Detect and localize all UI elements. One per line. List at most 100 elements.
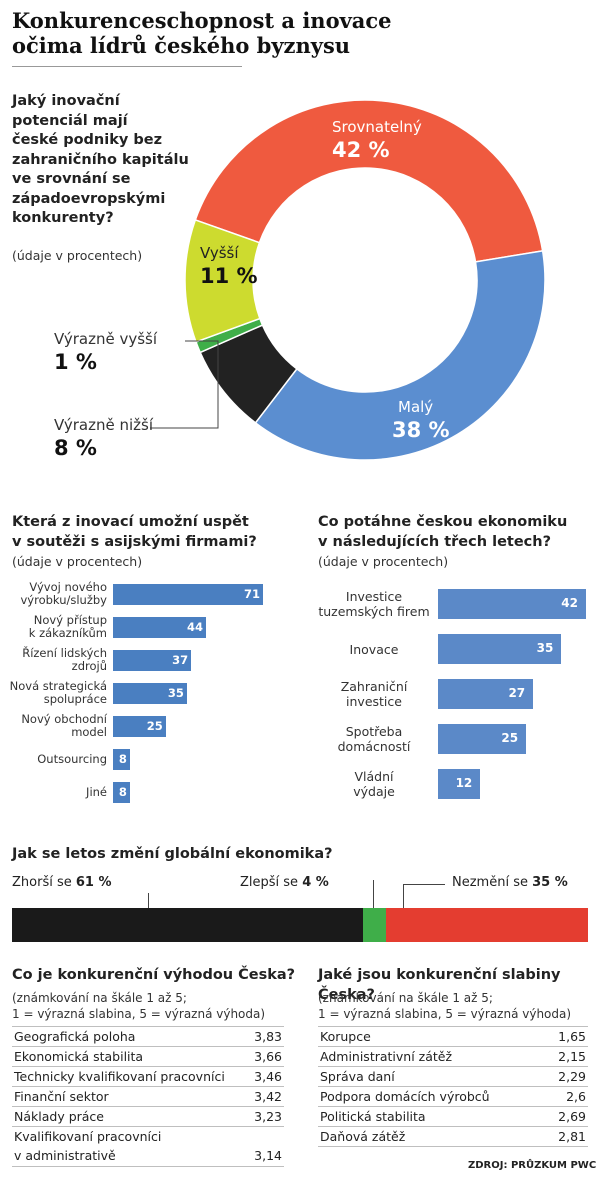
right-bar-label: Spotřeba domácností [318,724,430,754]
global-worse-value: 61 % [75,875,112,890]
donut-q-line: potenciál mají [12,112,128,129]
donut-question: Jaký inovační potenciál mají české podni… [12,92,212,229]
left-bar-label-line: Jiné [86,784,107,799]
title-rule [12,66,242,67]
label-vyssi-name: Vyšší [200,244,239,262]
right-bar-label: Zahraniční investice [318,679,430,709]
left-q-line: Která z inovací umožní uspět [12,514,249,530]
global-stacked-bar [12,908,588,942]
table-row-value: 1,65 [558,1029,586,1044]
left-bar: 71 [113,584,263,605]
right-bar: 27 [438,679,534,709]
advantages-note: (známkování na škále 1 až 5; 1 = výrazná… [12,990,265,1022]
advantages-table: Geografická poloha 3,83 Ekonomická stabili… [12,1026,284,1176]
global-worse-prefix: Zhorší se [12,875,76,890]
right-bar-label-line: výdaje [353,784,395,799]
page-title: Konkurenceschopnost a inovace očima lídr… [12,8,432,58]
right-bar-label-line: Inovace [349,641,399,657]
table-row-name: Ekonomická stabilita [14,1049,144,1064]
right-bar: 12 [438,769,481,799]
weaknesses-note: (známkování na škále 1 až 5; 1 = výrazná… [318,990,571,1022]
table-row: Politická stabilita 2,69 [318,1107,588,1127]
title-line-2: očima lídrů českého byznysu [12,33,351,58]
label-vyrazne-nizsi-value: 8 % [54,436,97,460]
table-row-name: Podpora domácích výrobců [320,1089,490,1104]
right-bar-label-line: Vládní [354,769,394,784]
left-bar: 44 [113,617,206,638]
left-bar-label-line: Nový přístup [33,613,107,627]
table-row-value: 2,29 [558,1069,586,1084]
source-note: ZDROJ: PRŮZKUM PWC [468,1160,597,1171]
right-bar-label: Inovace [318,642,430,657]
table-row-name: Kvalifikovaní pracovníci [14,1129,162,1144]
left-bar-label-line: Nový obchodní [21,712,107,726]
donut-q-line: české podniky bez [12,132,163,148]
table-row: Náklady práce 3,23 [12,1107,284,1127]
left-chart-unit-note: (údaje v procentech) [12,554,143,569]
donut-q-line: konkurenty? [12,210,114,226]
label-maly-value: 38 % [392,418,450,442]
table-row-name: Technicky kvalifikovaní pracovníci [14,1069,225,1084]
global-better-prefix: Zlepší se [240,875,303,890]
right-bar-label-line: tuzemských firem [318,604,430,619]
table-row-name: Administrativní zátěž [320,1049,453,1064]
right-bar-label: Vládní výdaje [318,769,430,799]
table-row-name: Náklady práce [14,1109,104,1124]
advantages-note-line: 1 = výrazná slabina, 5 = výrazná výhoda) [12,1007,266,1021]
right-bar: 25 [438,724,527,754]
left-bar-label-line: Outsourcing [37,751,107,766]
left-bar: 8 [113,782,130,803]
weaknesses-note-line: (známkování na škále 1 až 5; [318,991,493,1005]
table-row-name: Finanční sektor [14,1089,109,1104]
global-better-tick [373,880,374,908]
table-row-value: 3,83 [254,1029,282,1044]
left-bar-label: Outsourcing [0,751,107,766]
donut-slices [184,99,546,461]
slice-srovnatelny [194,99,544,263]
left-bar-label-line: Nová strategická [9,679,107,693]
label-vyrazne-vyssi-name: Výrazně vyšší [54,330,158,348]
global-segment-worse [12,908,364,942]
right-bar-label-line: investice [346,694,402,709]
table-row-name: Daňová zátěž [320,1129,406,1144]
global-worse-label: Zhorší se 61 % [12,875,112,890]
right-bar: 42 [438,589,586,619]
table-row: Správa daní 2,29 [318,1067,588,1087]
label-vyrazne-nizsi-name: Výrazně nižší [54,416,154,434]
left-bar-label: Nová strategická spolupráce [0,680,107,706]
left-bar-label-line: výrobku/služby [20,593,107,607]
weaknesses-question: Jaké jsou konkurenční slabiny Česka? [318,967,561,1003]
donut-chart [150,99,546,461]
right-q-line: Co potáhne českou ekonomiku [318,514,568,530]
right-bar-label: Investice tuzemských firem [318,589,430,619]
global-worse-tick [148,893,149,909]
left-bar-label-line: model [71,725,107,739]
title-line-1: Konkurenceschopnost a inovace [12,8,392,33]
label-srovnatelny-name: Srovnatelný [332,118,422,136]
label-maly-name: Malý [398,398,434,416]
table-row-name: Geografická poloha [14,1029,136,1044]
left-bar-label: Nový přístup k zákazníkům [0,614,107,640]
donut-q-line: zahraničního kapitálu [12,151,189,168]
table-top-rule [12,1026,284,1027]
left-bar-label: Jiné [0,784,107,799]
left-bar: 25 [113,716,166,737]
table-row-name: Politická stabilita [320,1109,426,1124]
table-row-value: 2,6 [566,1089,586,1104]
left-bar-label-line: Vývoj nového [29,580,107,594]
table-row: Kvalifikovaní pracovníci v administrativě… [12,1127,284,1167]
left-bar-label-line: k zákazníkům [28,626,107,640]
left-bar-label: Řízení lidských zdrojů [0,647,107,673]
left-chart-question: Která z inovací umožní uspět v soutěži s… [12,513,302,552]
leader-line-vyrazne-nizsi [150,395,219,429]
left-bar: 8 [113,749,130,770]
table-row-value: 2,69 [558,1109,586,1124]
slice-maly [254,249,546,461]
table-row-name-line-2: v administrativě [14,1148,116,1163]
left-bar: 35 [113,683,187,704]
global-question: Jak se letos změní globální ekonomika? [12,846,333,862]
global-same-tick-h [403,884,445,885]
donut-q-line: západoevropskými [12,190,166,207]
donut-q-line: ve srovnání se [12,171,131,187]
left-bar: 37 [113,650,192,671]
